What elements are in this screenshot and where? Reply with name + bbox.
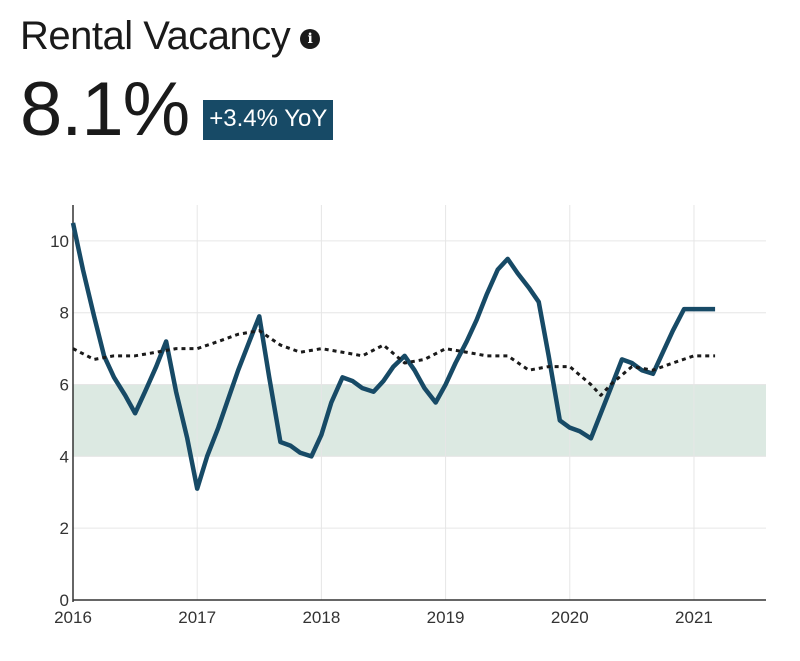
x-tick-label: 2019 bbox=[427, 608, 465, 627]
yoy-change-badge: +3.4% YoY bbox=[203, 100, 334, 140]
value-row: 8.1% +3.4% YoY bbox=[20, 68, 780, 148]
y-tick-label: 4 bbox=[60, 447, 69, 466]
x-tick-label: 2017 bbox=[178, 608, 216, 627]
y-tick-label: 8 bbox=[60, 304, 69, 323]
y-tick-label: 2 bbox=[60, 519, 69, 538]
y-tick-label: 10 bbox=[50, 232, 69, 251]
title-row: Rental Vacancy i bbox=[20, 10, 780, 62]
info-icon[interactable]: i bbox=[300, 29, 321, 49]
y-tick-label: 0 bbox=[60, 591, 69, 610]
header: Rental Vacancy i 8.1% +3.4% YoY bbox=[20, 10, 780, 148]
x-tick-label: 2021 bbox=[675, 608, 713, 627]
chart-title: Rental Vacancy bbox=[20, 13, 291, 58]
current-value: 8.1% bbox=[20, 67, 190, 152]
x-tick-label: 2020 bbox=[551, 608, 589, 627]
vacancy-line-series bbox=[70, 222, 716, 491]
x-tick-label: 2018 bbox=[302, 608, 340, 627]
y-tick-label: 6 bbox=[60, 376, 69, 395]
reference-line-series bbox=[72, 329, 716, 397]
x-tick-label: 2016 bbox=[54, 608, 92, 627]
